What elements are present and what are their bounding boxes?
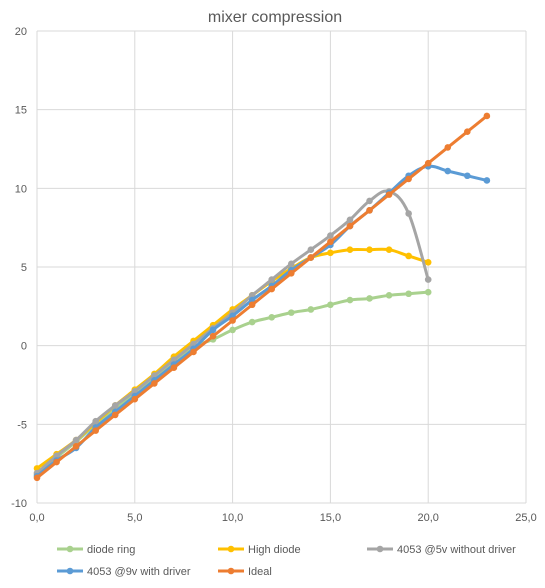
legend-label: High diode [248, 544, 301, 556]
data-point [385, 292, 393, 299]
data-point [424, 276, 432, 283]
y-tick-label: -5 [17, 419, 27, 431]
data-point [346, 246, 354, 253]
x-tick-label: 20,0 [417, 512, 438, 524]
data-point [385, 246, 393, 253]
data-point [92, 427, 99, 434]
x-tick-label: 25,0 [515, 512, 536, 524]
data-point [327, 301, 334, 309]
series-4053-9v-with-driver [33, 163, 491, 480]
data-point [209, 326, 217, 334]
data-point [405, 210, 412, 217]
data-point [366, 207, 373, 214]
x-tick-label: 5,0 [127, 512, 142, 524]
data-point [92, 417, 99, 425]
legend-entry: 4053 @5v without driver [367, 544, 516, 556]
data-point [209, 332, 217, 340]
data-point [229, 317, 236, 324]
data-point [483, 177, 491, 184]
x-tick-label: 10,0 [222, 512, 243, 524]
data-point [424, 159, 432, 167]
data-point [464, 172, 471, 180]
data-point [366, 197, 373, 205]
data-point [424, 288, 432, 296]
x-tick-label: 0,0 [29, 512, 44, 524]
data-point [33, 474, 41, 482]
data-point [53, 458, 60, 466]
legend-label: diode ring [87, 544, 135, 556]
data-point [268, 285, 276, 293]
data-point [287, 269, 295, 277]
data-point [190, 348, 197, 356]
series-ideal [33, 112, 491, 482]
data-point [53, 452, 60, 460]
data-point [444, 167, 452, 175]
chart-title: mixer compression [208, 9, 342, 26]
legend-swatch-marker [227, 545, 235, 553]
data-point [72, 436, 80, 444]
data-point [346, 296, 354, 304]
data-point [385, 191, 393, 198]
data-point [346, 222, 354, 230]
data-point [444, 144, 452, 151]
legend-swatch-marker [227, 567, 235, 575]
legend: diode ring High diode 4053 @5v without dri… [57, 544, 516, 578]
series-line [35, 164, 489, 478]
legend-entry: Ideal [218, 566, 272, 578]
data-point [287, 260, 295, 268]
data-point [464, 128, 471, 135]
data-point [72, 443, 80, 450]
data-point [111, 402, 119, 409]
data-point [170, 364, 178, 371]
gridlines [36, 30, 527, 504]
data-point [248, 301, 256, 309]
legend-entry: 4053 @9v with driver [57, 566, 191, 578]
data-point [111, 411, 119, 419]
data-point [327, 238, 334, 246]
data-point [229, 326, 236, 334]
data-point [366, 295, 373, 302]
data-point [131, 395, 139, 403]
legend-swatch-marker [66, 567, 74, 575]
axis-tick-labels: -10 -5 0 5 10 15 20 0,0 5,0 10,0 15,0 20,0 25,0 [11, 26, 537, 524]
data-point [405, 175, 412, 183]
y-tick-label: 5 [21, 262, 27, 274]
y-tick-label: -10 [11, 498, 27, 510]
x-tick-label: 15,0 [320, 512, 341, 524]
y-tick-label: 20 [15, 26, 27, 38]
data-point [327, 232, 334, 239]
legend-label: Ideal [248, 566, 272, 578]
legend-swatch-marker [376, 545, 384, 553]
data-point [424, 258, 432, 266]
data-point [307, 306, 315, 313]
data-point [268, 276, 276, 283]
series-layer [33, 112, 491, 482]
data-point [346, 216, 354, 224]
legend-swatch-marker [66, 545, 74, 553]
y-tick-label: 10 [15, 183, 27, 195]
data-point [307, 246, 315, 253]
data-point [327, 249, 334, 257]
data-point [405, 290, 412, 298]
data-point [287, 309, 295, 316]
legend-label: 4053 @5v without driver [397, 544, 516, 556]
data-point [268, 314, 276, 321]
data-point [405, 252, 412, 260]
data-point [307, 254, 315, 261]
series-line [35, 114, 489, 480]
legend-label: 4053 @9v with driver [87, 566, 191, 578]
data-point [248, 318, 256, 326]
data-point [366, 246, 373, 253]
legend-entry: High diode [218, 544, 301, 556]
y-tick-label: 0 [21, 341, 27, 353]
legend-entry: diode ring [57, 544, 135, 556]
data-point [151, 380, 158, 387]
data-point [483, 112, 491, 120]
y-tick-label: 15 [15, 105, 27, 117]
